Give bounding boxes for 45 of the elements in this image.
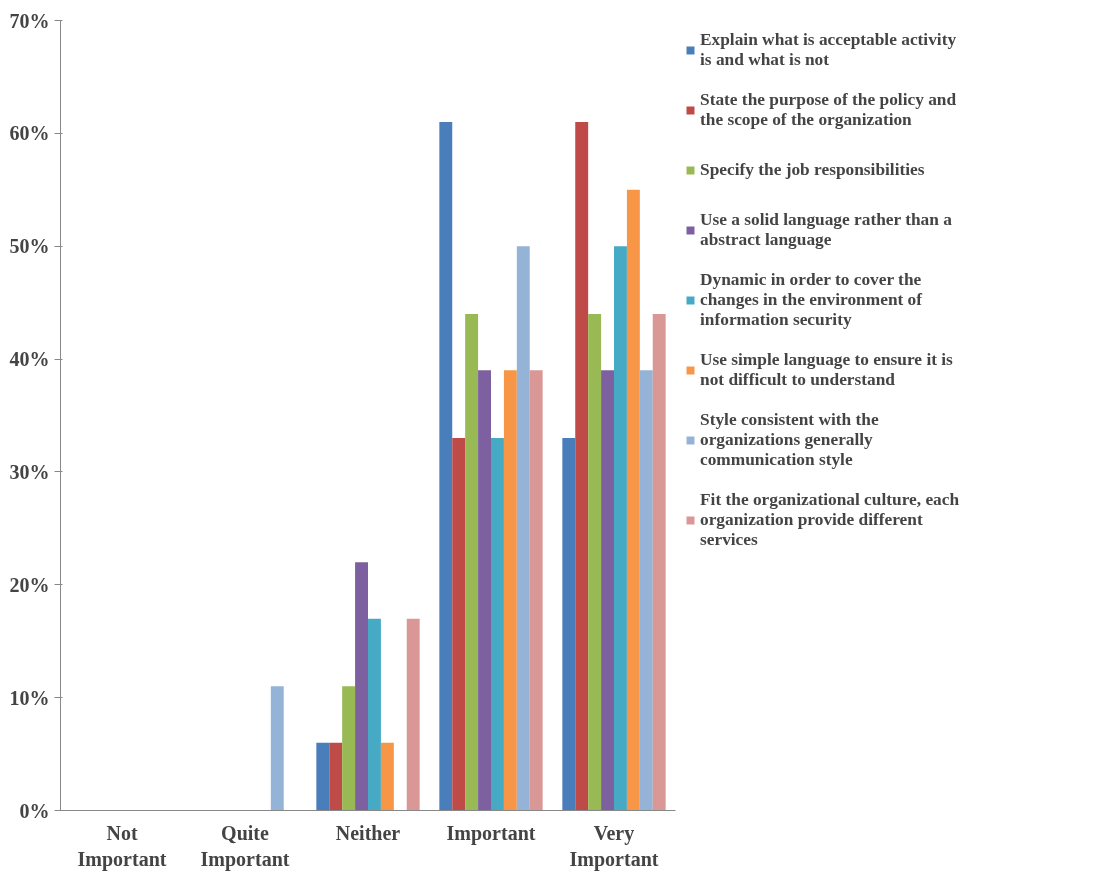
y-tick-label: 60% [9,122,50,145]
bar [452,438,466,811]
y-tick-label: 50% [9,235,50,258]
bar [529,370,543,811]
y-tick-label: 40% [9,348,50,371]
legend-label: Use a solid language rather than a abstract language [700,210,952,250]
bar [465,313,479,811]
bar [601,370,614,811]
legend-label: Explain what is acceptable activity is and what is not [700,30,957,70]
bar [406,618,420,811]
bar [270,686,284,811]
bar [478,370,491,811]
bar [329,742,343,811]
legend-label: State the purpose of the policy and the scope of the organization [700,90,957,130]
y-tick-label: 70% [9,9,50,32]
y-tick-label: 10% [9,686,50,709]
legend-label: Fit the organizational culture, each organization provide different services [700,490,960,550]
bar [355,562,368,811]
legend-label: Dynamic in order to cover the changes in the environment of information security [700,270,923,330]
legend-label: Use simple language to ensure it is not difficult to understand [700,350,953,390]
bar [626,189,640,811]
bar [342,686,356,811]
y-tick-label: 0% [19,799,50,822]
bar [439,122,453,811]
bar [380,742,394,811]
bar [368,618,381,811]
bar [316,742,330,811]
bar [614,246,627,811]
x-tick-label: Important [446,821,536,845]
x-tick-label: Quite Important [200,821,290,871]
legend-label: Style consistent with the organizations generally communication style [700,410,879,470]
legend-label: Specify the job responsibilities [700,159,925,181]
bar [516,246,530,811]
x-tick-label: Very Important [569,821,659,871]
bar [588,313,602,811]
y-tick-label: 20% [9,573,50,596]
bar [491,438,504,811]
x-tick-label: Not Important [77,821,167,871]
x-tick-label: Neither [335,821,401,844]
bar [562,438,576,811]
bar [503,370,517,811]
bar [575,122,589,811]
bar [652,313,666,811]
bar [639,370,653,811]
y-tick-label: 30% [9,460,50,483]
